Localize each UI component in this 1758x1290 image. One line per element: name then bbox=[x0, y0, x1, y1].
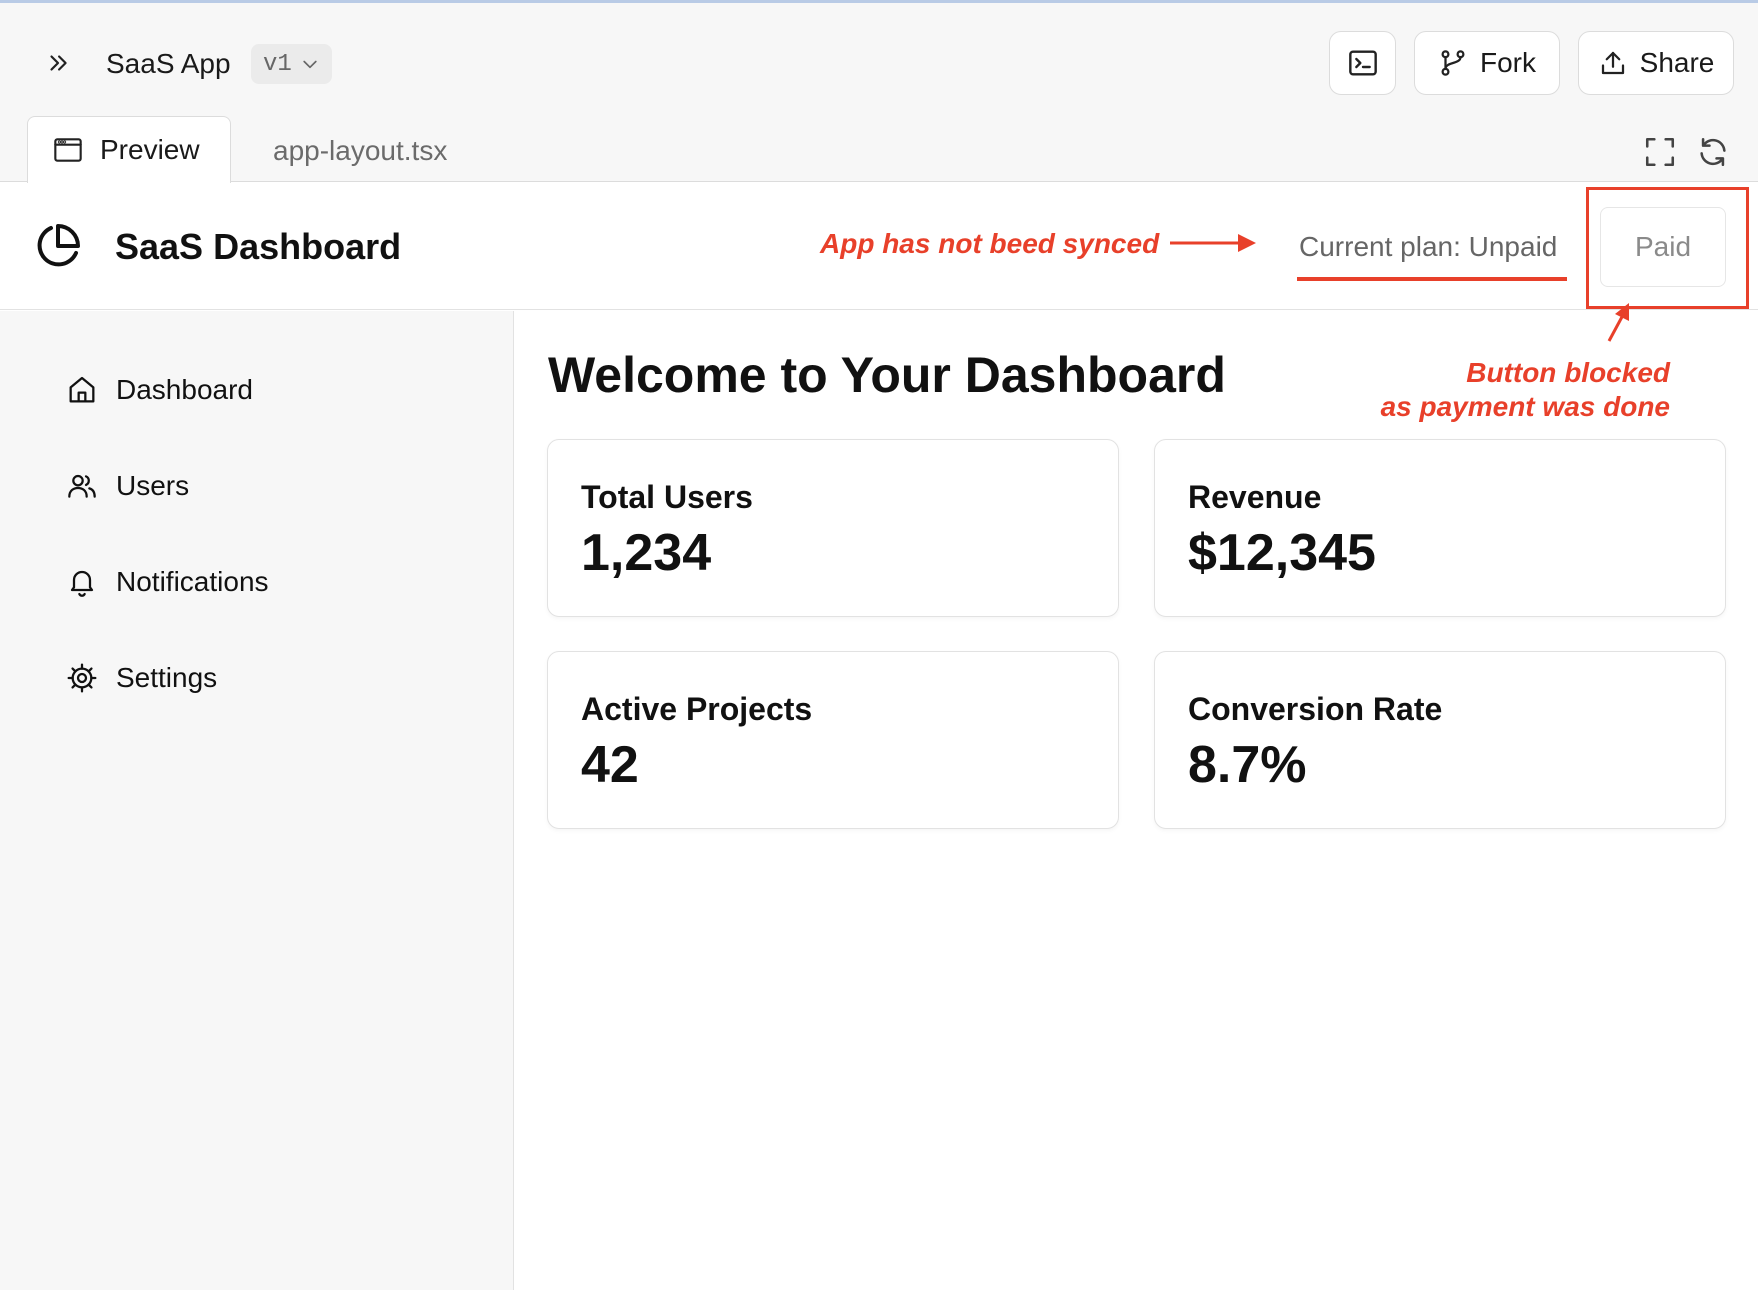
gear-icon bbox=[67, 663, 97, 693]
main-content: Welcome to Your Dashboard Button blocked… bbox=[515, 303, 1758, 1290]
pie-chart-icon bbox=[37, 224, 80, 267]
terminal-button[interactable] bbox=[1329, 31, 1396, 95]
sidebar-item-dashboard[interactable]: Dashboard bbox=[66, 370, 253, 410]
home-icon bbox=[69, 376, 95, 403]
card-label: Conversion Rate bbox=[1188, 691, 1443, 727]
tab-preview-label: Preview bbox=[100, 134, 200, 165]
sidebar-item-settings[interactable]: Settings bbox=[66, 658, 217, 698]
bell-icon bbox=[70, 570, 94, 597]
stat-card-total-users: Total Users 1,234 bbox=[547, 439, 1119, 617]
top-bar: SaaS App v1 Fork Share bbox=[0, 3, 1758, 113]
sidebar-item-label: Users bbox=[116, 470, 190, 501]
sidebar-item-notifications[interactable]: Notifications bbox=[66, 562, 269, 602]
users-icon bbox=[68, 474, 96, 498]
chevron-down-icon bbox=[303, 60, 317, 69]
sidebar-item-label: Notifications bbox=[116, 566, 269, 597]
version-dropdown[interactable]: v1 bbox=[251, 44, 332, 84]
stat-card-active-projects: Active Projects 42 bbox=[547, 651, 1119, 829]
sidebar: Dashboard Users Notifications bbox=[0, 311, 514, 1290]
annotation-underline bbox=[1297, 277, 1567, 281]
upload-icon bbox=[1601, 51, 1624, 75]
annotation-highlight-box bbox=[1586, 187, 1749, 309]
git-fork-icon bbox=[1441, 50, 1465, 76]
annotation-blocked-note: Button blocked as payment was done bbox=[1370, 356, 1670, 424]
fork-button[interactable]: Fork bbox=[1414, 31, 1560, 95]
card-value: 1,234 bbox=[581, 524, 712, 582]
double-chevron-right-icon bbox=[50, 55, 67, 71]
sidebar-item-label: Settings bbox=[116, 662, 218, 693]
paid-button[interactable]: Paid bbox=[1600, 207, 1726, 287]
terminal-icon bbox=[1348, 50, 1377, 76]
annotation-sync-note: App has not beed synced bbox=[820, 228, 1160, 259]
fullscreen-button[interactable] bbox=[1643, 135, 1677, 169]
app-header: SaaS Dashboard App has not beed synced C… bbox=[0, 182, 1758, 310]
page-title: Welcome to Your Dashboard bbox=[548, 347, 1226, 403]
card-label: Revenue bbox=[1188, 479, 1322, 515]
card-value: 8.7% bbox=[1188, 736, 1307, 794]
tab-app-layout[interactable]: app-layout.tsx bbox=[273, 135, 448, 166]
fullscreen-icon bbox=[1645, 137, 1675, 167]
annotation-arrow-right-icon bbox=[1170, 234, 1256, 252]
fork-label: Fork bbox=[1480, 47, 1536, 78]
preview-frame: SaaS Dashboard App has not beed synced C… bbox=[0, 181, 1758, 1290]
app-name: SaaS App bbox=[106, 48, 231, 79]
card-value: $12,345 bbox=[1188, 524, 1376, 582]
app-title: SaaS Dashboard bbox=[115, 226, 402, 267]
share-label: Share bbox=[1639, 47, 1715, 78]
stat-card-revenue: Revenue $12,345 bbox=[1154, 439, 1726, 617]
tab-bar: Preview app-layout.tsx bbox=[0, 116, 1758, 183]
card-value: 42 bbox=[581, 736, 639, 794]
tab-preview[interactable]: Preview bbox=[27, 116, 231, 183]
share-button[interactable]: Share bbox=[1578, 31, 1734, 95]
card-label: Active Projects bbox=[581, 691, 813, 727]
sidebar-item-label: Dashboard bbox=[116, 374, 253, 405]
stat-card-conversion-rate: Conversion Rate 8.7% bbox=[1154, 651, 1726, 829]
expand-sidebar-button[interactable] bbox=[42, 47, 74, 79]
version-label: v1 bbox=[263, 50, 292, 78]
refresh-icon bbox=[1700, 137, 1726, 167]
card-label: Total Users bbox=[581, 479, 753, 515]
sidebar-item-users[interactable]: Users bbox=[66, 466, 189, 506]
annotation-arrow-up-icon bbox=[1607, 303, 1629, 342]
browser-window-icon bbox=[54, 138, 82, 162]
annotation-blocked-line2: as payment was done bbox=[1380, 391, 1670, 422]
refresh-button[interactable] bbox=[1696, 135, 1730, 169]
current-plan-text: Current plan: Unpaid bbox=[1299, 231, 1558, 262]
annotation-blocked-line1: Button blocked bbox=[1466, 357, 1670, 388]
